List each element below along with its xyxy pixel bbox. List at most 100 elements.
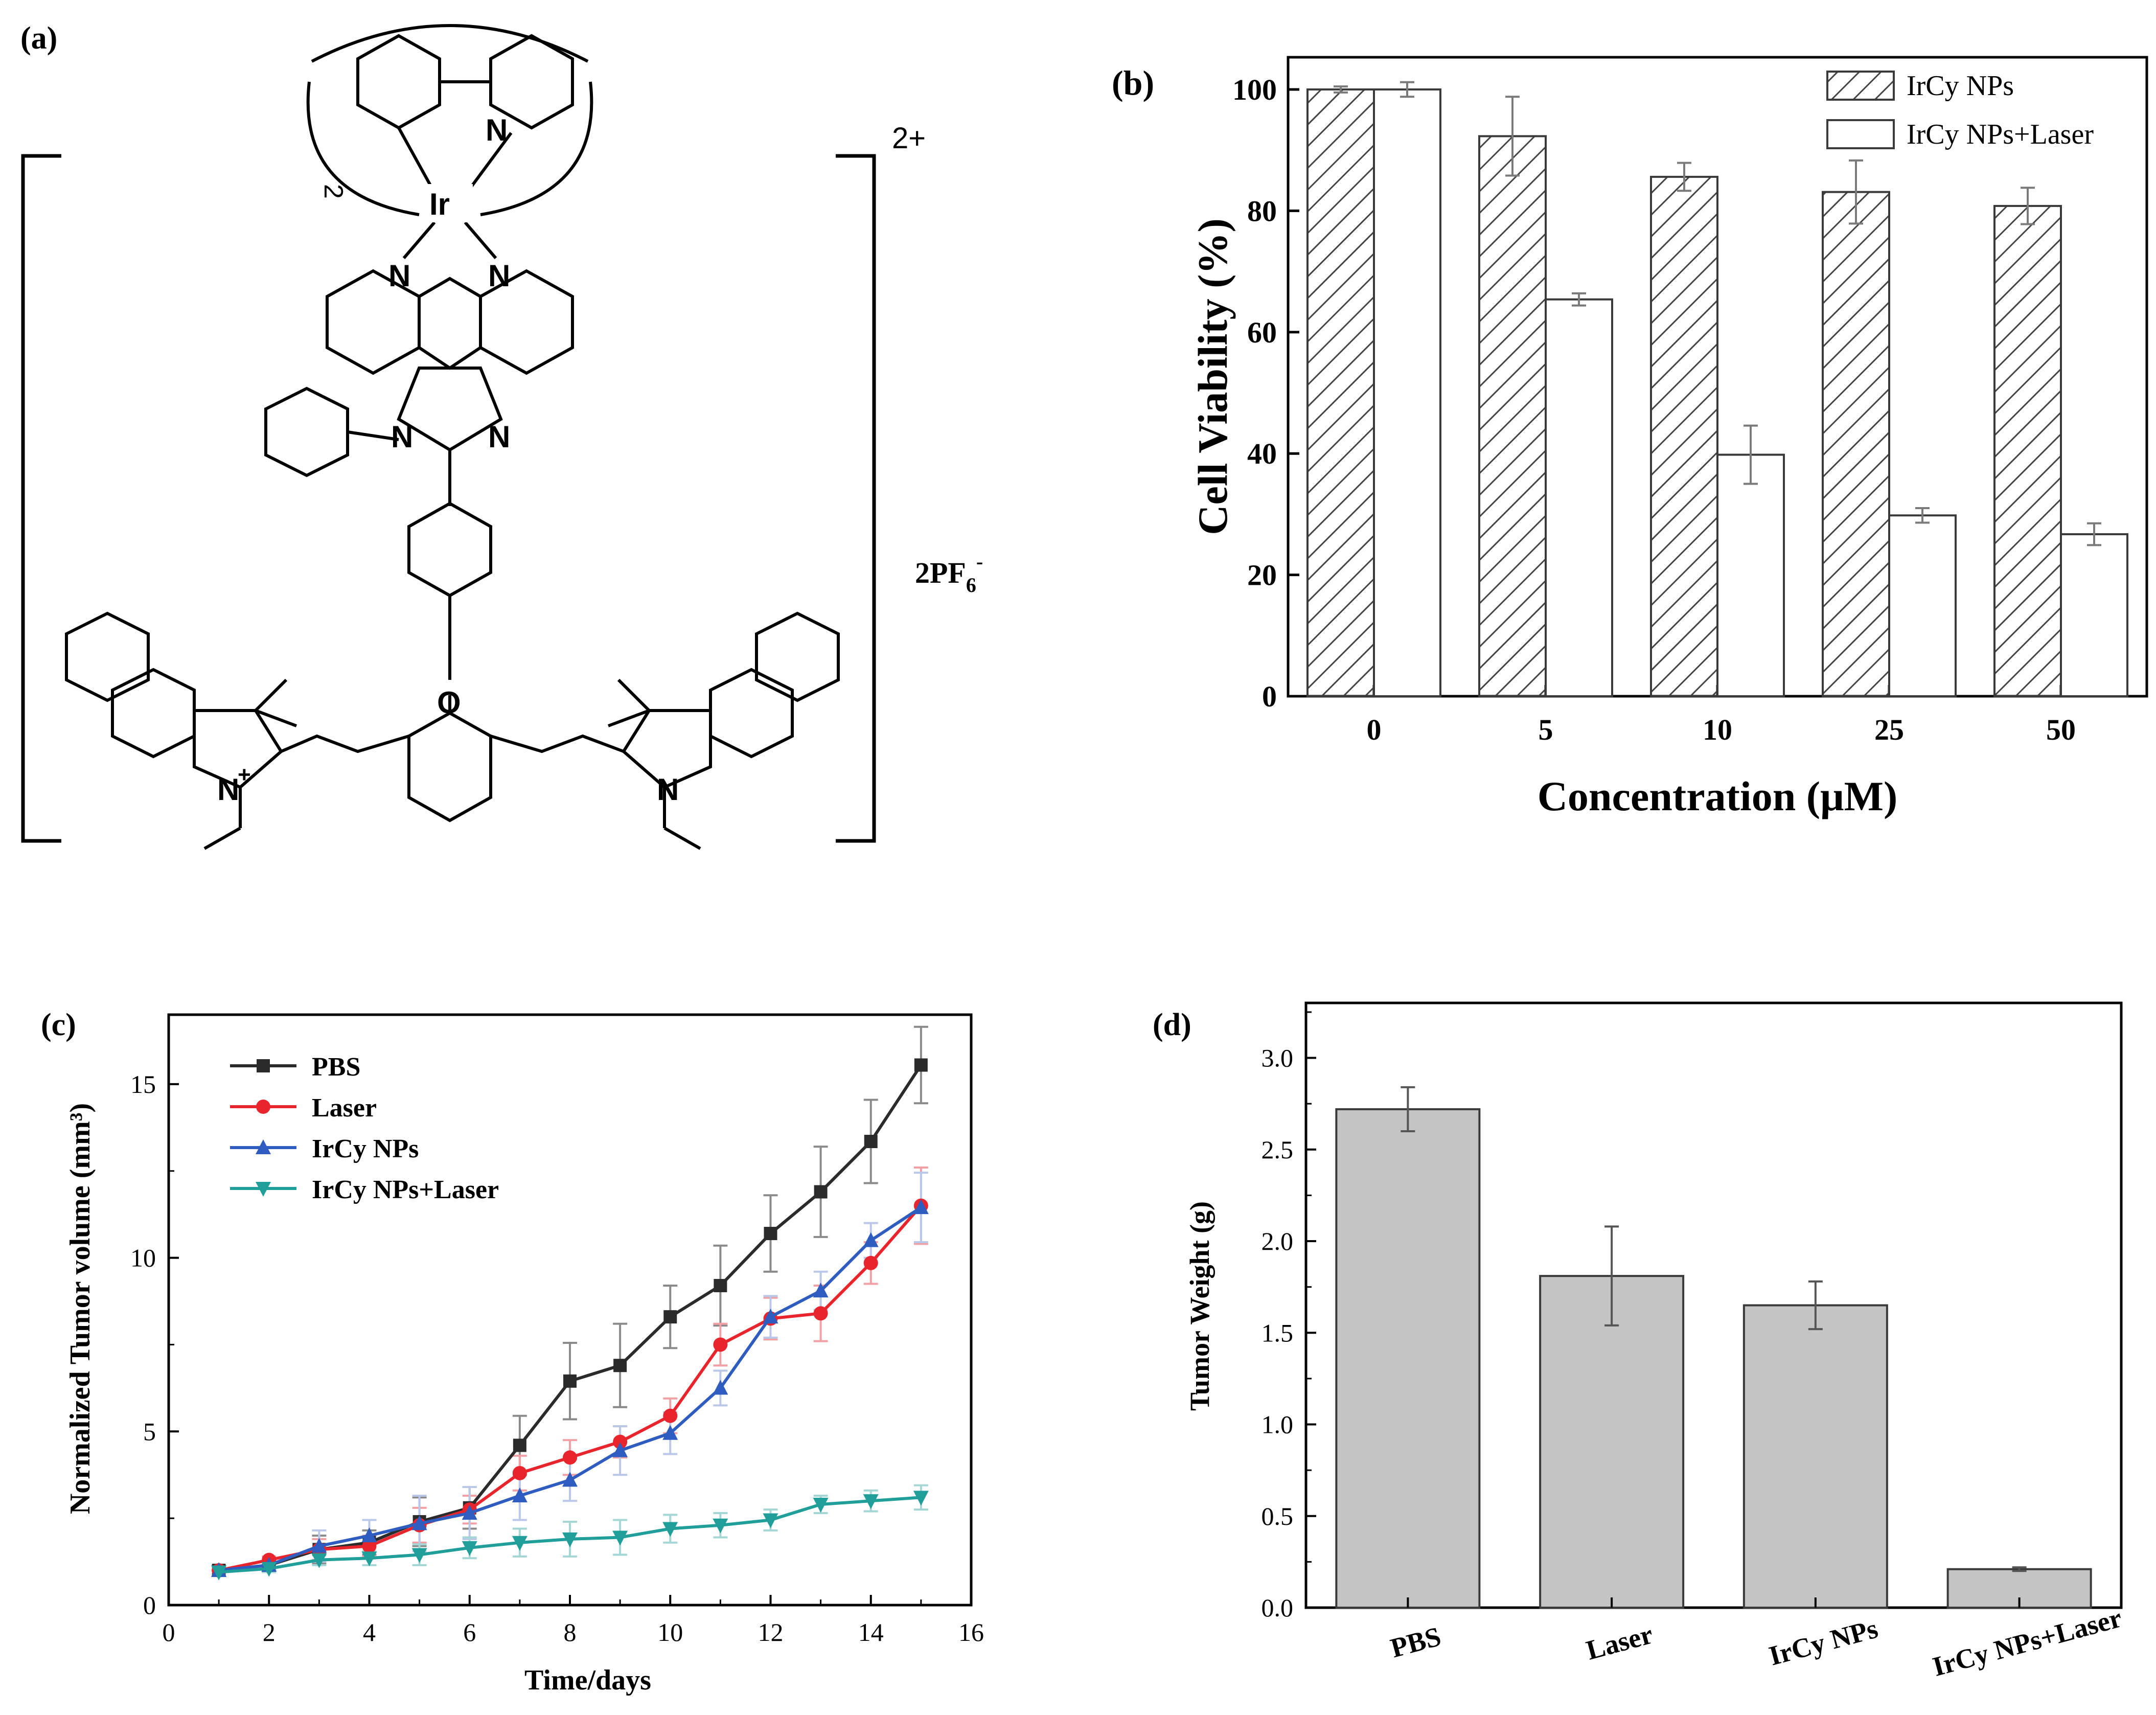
y-axis-title-c: Normalized Tumor volume (mm³) — [64, 1103, 96, 1514]
point-ircy-nps-laser — [562, 1532, 578, 1547]
plus-sign: + — [238, 762, 251, 787]
panel-a-label: (a) — [20, 21, 57, 56]
right-bracket — [836, 154, 876, 843]
point-ircy-nps — [411, 1515, 427, 1530]
y-tick-label-b: 20 — [1247, 559, 1277, 592]
bar-ircy-nps-10 — [1650, 175, 1718, 698]
left-bracket — [21, 154, 61, 843]
x-tick-label-c: 8 — [564, 1618, 577, 1647]
point-ircy-nps-laser — [311, 1553, 327, 1568]
y-tick-label-b: 40 — [1247, 437, 1277, 470]
y-tick-label-c: 5 — [143, 1417, 156, 1446]
point-laser — [863, 1255, 878, 1270]
point-laser — [563, 1450, 577, 1465]
plot-frame-d — [1304, 1001, 2123, 1609]
point-ircy-nps-laser — [863, 1494, 879, 1510]
point-pbs — [714, 1278, 727, 1292]
plot-frame-c — [167, 1013, 973, 1607]
bar-ircy-nps-laser-50 — [2060, 533, 2128, 698]
y-tick-label-c: 10 — [130, 1244, 156, 1272]
point-ircy-nps-laser — [813, 1497, 829, 1513]
point-ircy-nps — [763, 1309, 778, 1324]
y-axis-title-b: Cell Viability (%) — [1189, 218, 1236, 535]
legend-swatch-b — [1826, 71, 1895, 101]
y-tick-label-c: 0 — [143, 1591, 156, 1619]
y-tick-label-b: 80 — [1247, 194, 1277, 227]
chart-d: (d) 0.0 0.5 1.0 1.5 2.0 2.5 3.0 PBS Laser IrCy N… — [1153, 1001, 2125, 1682]
point-ircy-nps — [311, 1538, 327, 1553]
x-tick-label-d: IrCy NPs — [1765, 1613, 1881, 1671]
ligand-count: 2 — [318, 184, 348, 199]
point-laser — [713, 1337, 728, 1352]
x-tick-label-c: 4 — [363, 1618, 376, 1647]
legend-marker-c — [256, 1139, 271, 1154]
chart-c: (c) 0 5 10 15 0 2 4 6 8 10 12 14 16 PBS Laser IrCy NP… — [41, 1008, 984, 1696]
y-tick-label-d: 3.0 — [1262, 1044, 1294, 1072]
point-ircy-nps-laser — [211, 1565, 227, 1581]
point-ircy-nps — [462, 1504, 477, 1520]
y-tick-label-c: 15 — [130, 1070, 156, 1099]
legend-marker-c — [256, 1182, 271, 1197]
x-tick-label-d: IrCy NPs+Laser — [1930, 1602, 2125, 1682]
point-pbs — [663, 1310, 677, 1324]
x-tick-label-c: 6 — [463, 1618, 476, 1647]
point-ircy-nps — [813, 1283, 829, 1298]
ir-mask — [427, 184, 473, 222]
y-tick-label-d: 0.0 — [1262, 1593, 1294, 1622]
atom-n-plus: N — [217, 772, 239, 807]
point-ircy-nps-laser — [462, 1541, 477, 1556]
point-ircy-nps-laser — [713, 1518, 728, 1534]
bar-ircy-nps-0 — [1306, 88, 1375, 697]
panel-d-label: (d) — [1153, 1008, 1191, 1042]
y-tick-label-d: 1.0 — [1262, 1410, 1294, 1439]
point-ircy-nps — [913, 1199, 929, 1215]
ligand-arc-left — [306, 81, 420, 216]
x-tick-label-b: 25 — [1874, 713, 1904, 746]
bars-b — [1306, 81, 2128, 698]
y-tick-label-b: 100 — [1232, 73, 1277, 106]
point-ircy-nps — [713, 1380, 728, 1395]
point-ircy-nps-laser — [763, 1513, 778, 1528]
ligand-arc-right — [480, 81, 593, 216]
bar-pbs — [1335, 1108, 1481, 1609]
bar-laser — [1539, 1275, 1685, 1609]
x-axis-title-b: Concentration (μM) — [1538, 773, 1898, 819]
point-laser — [512, 1466, 527, 1480]
point-laser — [613, 1434, 628, 1449]
y-tick-label-d: 2.5 — [1262, 1135, 1294, 1164]
x-tick-label-b: 5 — [1539, 713, 1553, 746]
point-pbs — [914, 1058, 928, 1072]
point-ircy-nps-laser — [662, 1522, 678, 1537]
bar-ircy-nps-laser-5 — [1545, 298, 1613, 697]
x-tick-label-b: 0 — [1367, 713, 1382, 746]
complex-charge: 2+ — [892, 122, 926, 155]
point-laser — [663, 1408, 678, 1423]
y-axis-title-d: Tumor Weight (g) — [1184, 1201, 1215, 1411]
x-axis-d: PBS Laser IrCy NPs IrCy NPs+Laser — [1387, 1597, 2125, 1682]
point-pbs — [814, 1185, 828, 1199]
bond-skeleton — [65, 34, 840, 850]
y-tick-label-d: 1.5 — [1262, 1318, 1294, 1347]
bar-ircy-nps-laser-10 — [1716, 453, 1785, 697]
point-ircy-nps — [562, 1472, 578, 1487]
bars-d — [1335, 1086, 2092, 1609]
legend-label-c: PBS — [312, 1053, 360, 1082]
point-pbs — [764, 1227, 777, 1241]
bar-ircy-nps-laser-25 — [1888, 514, 1957, 697]
point-ircy-nps — [361, 1527, 377, 1543]
y-axis-d: 0.0 0.5 1.0 1.5 2.0 2.5 3.0 — [1262, 1011, 1316, 1622]
point-ircy-nps — [612, 1442, 628, 1457]
x-tick-label-b: 50 — [2046, 713, 2076, 746]
atom-n-phen-right: N — [488, 259, 510, 293]
x-tick-label-c: 14 — [858, 1618, 884, 1647]
x-axis-title-c: Time/days — [524, 1664, 651, 1696]
atom-o: O — [437, 685, 461, 720]
bar-ircy-nps-laser-0 — [1373, 88, 1441, 697]
legend-b: IrCy NPs IrCy NPs+Laser — [1826, 70, 2094, 150]
counterion: 2PF6- — [915, 550, 983, 597]
point-pbs — [864, 1134, 878, 1148]
point-ircy-nps — [863, 1232, 879, 1247]
point-pbs — [563, 1374, 577, 1388]
